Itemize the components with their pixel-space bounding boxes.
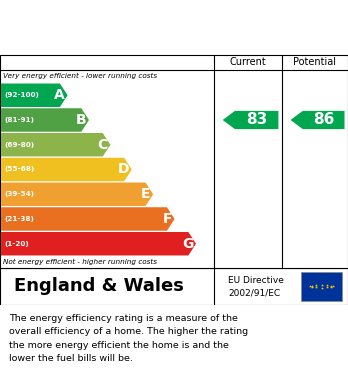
Text: The energy efficiency rating is a measure of the
overall efficiency of a home. T: The energy efficiency rating is a measur… (9, 314, 248, 363)
Polygon shape (223, 111, 278, 129)
Text: EU Directive: EU Directive (228, 276, 284, 285)
Text: Not energy efficient - higher running costs: Not energy efficient - higher running co… (3, 259, 158, 265)
Polygon shape (1, 232, 196, 255)
Text: F: F (162, 212, 172, 226)
Text: (92-100): (92-100) (4, 92, 39, 98)
Bar (301, 272, 342, 301)
Polygon shape (1, 108, 89, 132)
Text: (1-20): (1-20) (4, 241, 29, 247)
Text: Current: Current (230, 57, 266, 67)
Polygon shape (1, 183, 153, 206)
Text: (21-38): (21-38) (4, 216, 34, 222)
Text: D: D (118, 163, 129, 176)
Text: C: C (97, 138, 108, 152)
Polygon shape (1, 133, 110, 156)
Text: Energy Efficiency Rating: Energy Efficiency Rating (9, 30, 230, 45)
Polygon shape (291, 111, 345, 129)
Text: Very energy efficient - lower running costs: Very energy efficient - lower running co… (3, 73, 158, 79)
Text: England & Wales: England & Wales (14, 277, 184, 296)
Text: 83: 83 (246, 113, 267, 127)
Text: E: E (141, 187, 150, 201)
Text: 2002/91/EC: 2002/91/EC (228, 289, 280, 298)
Polygon shape (1, 158, 132, 181)
Text: B: B (76, 113, 86, 127)
Text: A: A (54, 88, 65, 102)
Text: 86: 86 (313, 113, 334, 127)
Text: (55-68): (55-68) (4, 167, 34, 172)
Polygon shape (1, 84, 68, 107)
Text: G: G (182, 237, 193, 251)
Text: Potential: Potential (293, 57, 337, 67)
Text: (81-91): (81-91) (4, 117, 34, 123)
Polygon shape (1, 207, 175, 231)
Text: (39-54): (39-54) (4, 191, 34, 197)
Text: (69-80): (69-80) (4, 142, 34, 148)
